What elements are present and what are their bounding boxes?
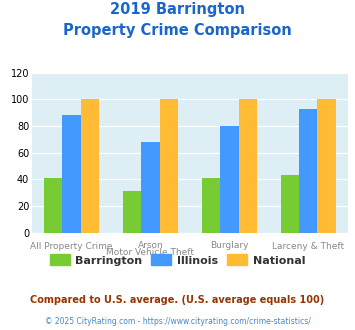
Text: Compared to U.S. average. (U.S. average equals 100): Compared to U.S. average. (U.S. average … xyxy=(31,295,324,305)
Bar xyxy=(44,178,62,233)
Bar xyxy=(299,109,317,233)
Bar xyxy=(239,99,257,233)
Text: © 2025 CityRating.com - https://www.cityrating.com/crime-statistics/: © 2025 CityRating.com - https://www.city… xyxy=(45,317,310,326)
Text: Larceny & Theft: Larceny & Theft xyxy=(272,242,344,251)
Text: All Property Crime: All Property Crime xyxy=(30,242,113,251)
Bar xyxy=(123,191,141,233)
Text: Property Crime Comparison: Property Crime Comparison xyxy=(63,23,292,38)
Bar xyxy=(281,175,299,233)
Bar xyxy=(62,115,81,233)
Legend: Barrington, Illinois, National: Barrington, Illinois, National xyxy=(45,250,310,270)
Text: Burglary: Burglary xyxy=(210,241,248,250)
Bar xyxy=(159,99,178,233)
Bar xyxy=(81,99,99,233)
Bar xyxy=(141,142,159,233)
Text: 2019 Barrington: 2019 Barrington xyxy=(110,2,245,16)
Text: Arson: Arson xyxy=(137,241,163,250)
Bar xyxy=(317,99,336,233)
Bar xyxy=(220,126,239,233)
Text: Motor Vehicle Theft: Motor Vehicle Theft xyxy=(106,248,195,257)
Bar xyxy=(202,178,220,233)
